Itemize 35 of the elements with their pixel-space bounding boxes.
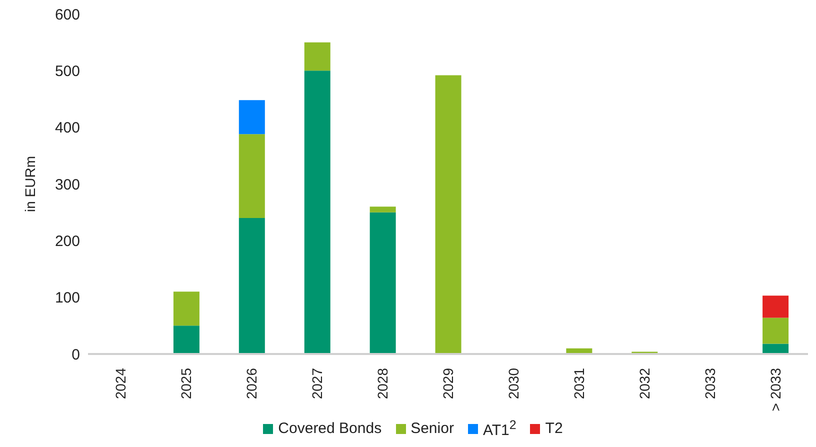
- y-tick-label: 600: [54, 6, 80, 24]
- bar: [238, 100, 265, 134]
- x-tick-label: 2024: [112, 368, 129, 400]
- x-tick-label: 2030: [505, 368, 522, 400]
- y-tick-label: 400: [54, 120, 80, 137]
- x-tick-label: 2027: [309, 368, 326, 400]
- y-tick-label: 300: [54, 176, 80, 194]
- bar: [762, 296, 789, 318]
- bar: [173, 326, 200, 354]
- bar: [304, 70, 330, 354]
- y-tick-label: 0: [72, 346, 80, 364]
- bar: [370, 212, 396, 354]
- y-axis-title: in EURm: [22, 156, 38, 212]
- legend-label: Covered Bonds: [278, 420, 382, 437]
- bar: [304, 42, 330, 71]
- bar: [435, 75, 462, 354]
- bar: [238, 218, 265, 354]
- bar: [173, 292, 200, 326]
- bar: [370, 206, 396, 212]
- legend-label: T2: [545, 420, 563, 437]
- x-tick-label: 2031: [570, 368, 587, 400]
- x-tick-label: 2026: [244, 368, 260, 400]
- x-tick-label: 2028: [374, 368, 391, 400]
- x-tick-label: 2025: [178, 368, 194, 400]
- x-tick-label: 2032: [636, 368, 652, 400]
- x-tick-label: > 2033: [767, 368, 784, 412]
- y-tick-label: 500: [54, 62, 80, 80]
- x-tick-label: 2033: [702, 368, 718, 400]
- bar: [238, 134, 265, 218]
- x-tick-label: 2029: [440, 368, 456, 400]
- legend-label: Senior: [410, 420, 454, 437]
- y-tick-label: 200: [54, 232, 80, 250]
- y-tick-label: 100: [54, 290, 80, 307]
- bar: [762, 318, 789, 344]
- legend-label: AT1$^{2}$: [482, 418, 516, 439]
